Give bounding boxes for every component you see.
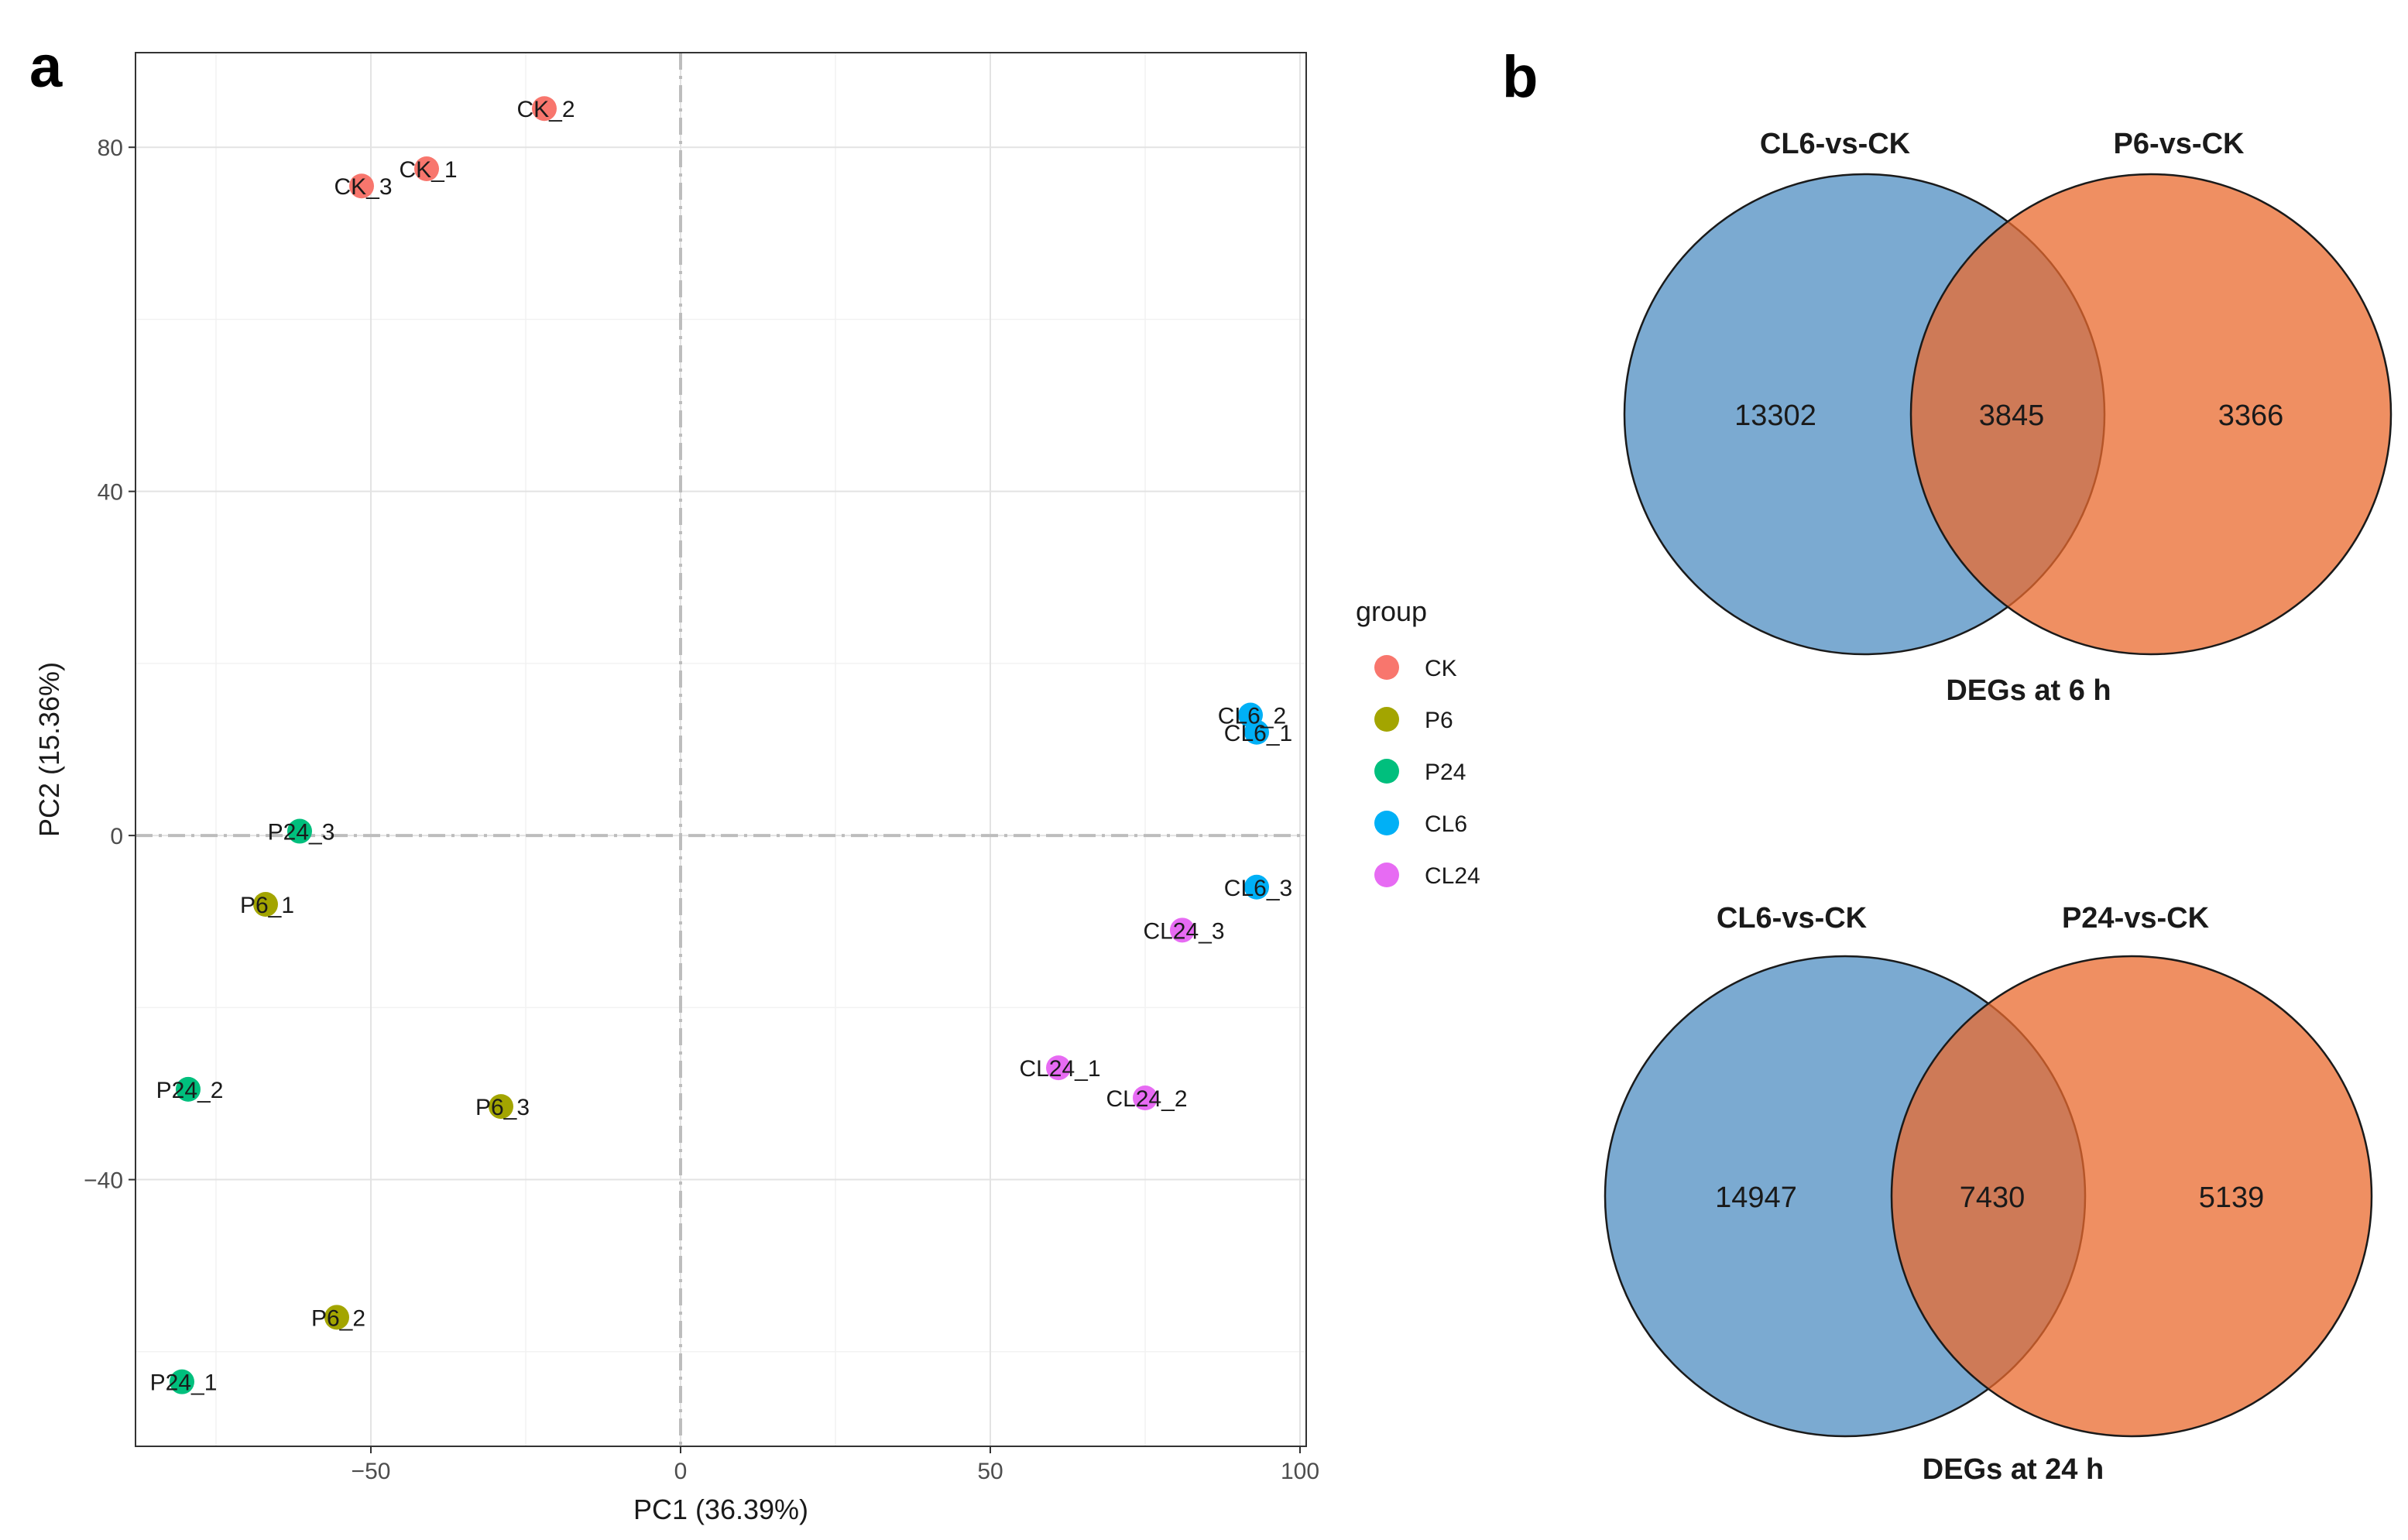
point-label: CL24_3 bbox=[1143, 918, 1224, 944]
legend-label-p24: P24 bbox=[1425, 760, 1466, 785]
point-cl24-1 bbox=[1046, 1055, 1071, 1081]
point-label: P24_2 bbox=[156, 1078, 224, 1103]
pca-plot: −50 0 50 100 −40 0 40 80 CK_1 CK_2 CK_3 P6_1 P6_2 P6… bbox=[33, 52, 1319, 1525]
point-ck-2 bbox=[532, 96, 557, 122]
point-ck-3 bbox=[349, 173, 374, 199]
pca-points bbox=[170, 96, 1269, 1394]
point-label: P24_3 bbox=[268, 820, 335, 845]
venn-24h-right-set-label: P24-vs-CK bbox=[2062, 902, 2210, 935]
panel-b-label: b bbox=[1502, 44, 1538, 110]
x-axis-title: PC1 (36.39%) bbox=[633, 1494, 808, 1525]
venn-6h-right-count: 3366 bbox=[2218, 400, 2284, 432]
point-label: CK_3 bbox=[334, 174, 392, 200]
panel-a-label: a bbox=[29, 34, 63, 100]
venn-24h-overlap-count: 7430 bbox=[1960, 1182, 2026, 1214]
point-p6-3 bbox=[489, 1094, 513, 1120]
venn-24h-right-count: 5139 bbox=[2199, 1182, 2265, 1214]
legend-key-cl6 bbox=[1374, 811, 1399, 835]
venn-6h-title: DEGs at 6 h bbox=[1946, 674, 2111, 707]
venn-6h: CL6-vs-CK P6-vs-CK 13302 3845 3366 DEGs … bbox=[1623, 128, 2393, 707]
x-tick-label: 100 bbox=[1281, 1459, 1319, 1484]
venn-24h-left-count: 14947 bbox=[1715, 1182, 1797, 1214]
venn-24h-right-circle bbox=[1890, 955, 2373, 1438]
point-label: CL24_2 bbox=[1106, 1086, 1187, 1112]
x-tick-label: 50 bbox=[977, 1459, 1003, 1484]
pca-reference-lines bbox=[135, 53, 1306, 1446]
y-tick-label: 0 bbox=[110, 824, 123, 849]
plot-panel-background bbox=[135, 53, 1306, 1446]
point-label: P6_3 bbox=[475, 1095, 530, 1120]
venn-24h-left-set-label: CL6-vs-CK bbox=[1717, 902, 1868, 935]
point-label: CK_2 bbox=[516, 97, 575, 122]
point-p24-2 bbox=[176, 1076, 201, 1102]
point-cl24-2 bbox=[1133, 1086, 1158, 1110]
legend-label-cl24: CL24 bbox=[1425, 863, 1480, 889]
pca-axis-ticks: −50 0 50 100 −40 0 40 80 bbox=[84, 135, 1319, 1484]
point-p6-1 bbox=[253, 892, 278, 917]
legend-key-cl24 bbox=[1374, 863, 1399, 887]
legend-entries: CK P6 P24 CL6 CL24 bbox=[1374, 655, 1480, 889]
venn-24h-title: DEGs at 24 h bbox=[1923, 1453, 2104, 1486]
point-label: CL6_2 bbox=[1218, 704, 1286, 729]
legend-label-cl6: CL6 bbox=[1425, 811, 1467, 837]
plot-panel-border bbox=[135, 52, 1307, 1447]
point-label: P6_2 bbox=[311, 1305, 365, 1331]
point-cl6-2 bbox=[1238, 702, 1263, 728]
y-tick-label: 80 bbox=[98, 135, 123, 161]
point-label: CK_1 bbox=[399, 157, 457, 183]
y-tick-label: −40 bbox=[84, 1168, 123, 1194]
point-label: CL6_3 bbox=[1224, 876, 1292, 901]
pca-point-labels: CK_1 CK_2 CK_3 P6_1 P6_2 P6_3 P24_1 P24_2 P24_3 C… bbox=[150, 97, 1293, 1395]
y-tick-label: 40 bbox=[98, 480, 123, 506]
point-cl6-3 bbox=[1244, 874, 1269, 900]
y-axis-title: PC2 (15.36%) bbox=[33, 662, 65, 837]
x-tick-label: −50 bbox=[352, 1459, 391, 1484]
legend-key-p6 bbox=[1374, 707, 1399, 732]
venn-6h-overlap-count: 3845 bbox=[1979, 400, 2045, 432]
legend-key-ck bbox=[1374, 655, 1399, 680]
venn-6h-right-set-label: P6-vs-CK bbox=[2114, 128, 2245, 160]
pca-legend: group CK P6 P24 CL6 CL24 bbox=[1356, 595, 1480, 889]
legend-label-p6: P6 bbox=[1425, 708, 1453, 733]
point-label: CL24_1 bbox=[1019, 1056, 1100, 1082]
point-p24-3 bbox=[287, 818, 312, 844]
point-p24-1 bbox=[170, 1369, 194, 1394]
x-tick-label: 0 bbox=[674, 1459, 688, 1484]
point-ck-1 bbox=[414, 156, 439, 181]
point-label: CL6_1 bbox=[1224, 721, 1292, 746]
point-p6-2 bbox=[324, 1305, 349, 1330]
venn-6h-left-set-label: CL6-vs-CK bbox=[1760, 128, 1911, 160]
point-cl24-3 bbox=[1170, 917, 1195, 943]
legend-key-p24 bbox=[1374, 759, 1399, 784]
venn-6h-right-circle bbox=[1909, 173, 2393, 656]
venn-6h-left-count: 13302 bbox=[1734, 400, 1816, 432]
point-label: P6_1 bbox=[240, 893, 294, 918]
venn-24h: CL6-vs-CK P24-vs-CK 14947 7430 5139 DEGs… bbox=[1604, 902, 2373, 1486]
point-label: P24_1 bbox=[150, 1370, 218, 1396]
legend-label-ck: CK bbox=[1425, 656, 1457, 681]
legend-title: group bbox=[1356, 595, 1427, 627]
